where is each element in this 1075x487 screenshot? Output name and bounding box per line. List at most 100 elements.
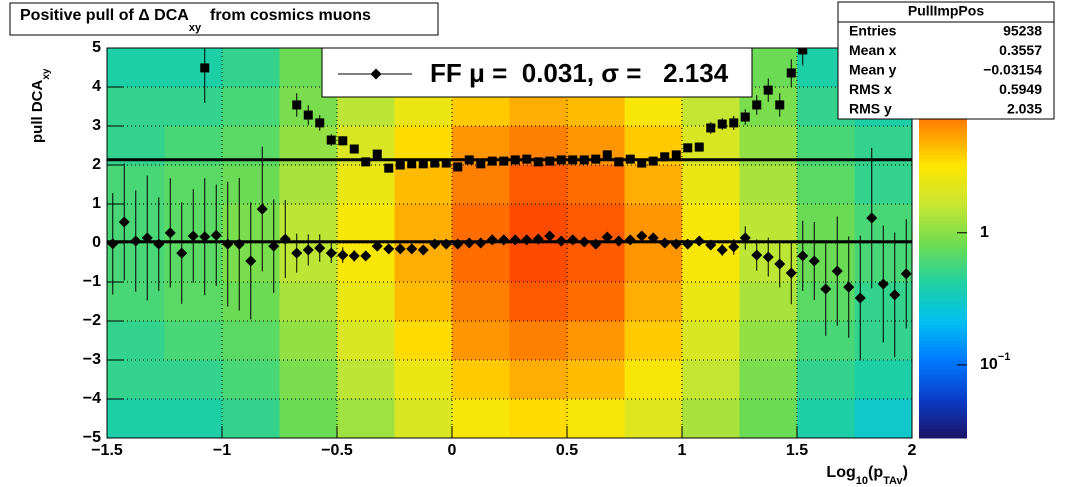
color-bar-step	[919, 148, 967, 153]
diamond-marker	[739, 232, 751, 244]
heat-cell	[682, 282, 740, 321]
square-marker	[637, 158, 647, 168]
diamond-marker	[670, 238, 682, 250]
x-axis-label: Log10(pTAv)	[826, 464, 908, 487]
square-marker	[476, 159, 486, 169]
color-bar-step	[919, 321, 967, 325]
x-tick-label: 0	[448, 442, 457, 459]
square-marker	[740, 112, 750, 122]
color-bar-step	[919, 142, 967, 146]
color-bar-step	[919, 259, 967, 263]
diamond-marker	[383, 243, 395, 255]
x-tick-label: 1	[678, 442, 687, 459]
y-tick-label: −5	[83, 429, 101, 446]
diamond-marker	[682, 238, 694, 250]
diamond-marker	[371, 240, 383, 252]
square-marker	[729, 118, 739, 128]
square-marker	[430, 158, 440, 168]
diamond-marker	[394, 243, 406, 255]
legend-box	[321, 47, 753, 98]
heat-cell	[452, 321, 510, 360]
color-bar-step	[919, 314, 967, 319]
color-bar-step	[919, 350, 967, 354]
z-tick-label: 1	[980, 224, 989, 241]
heat-cell	[222, 360, 280, 399]
diamond-marker	[337, 249, 349, 261]
color-bar-step	[919, 395, 967, 400]
heat-cell	[164, 321, 222, 360]
diamond-marker	[130, 235, 142, 247]
stats-name: RMS x	[849, 81, 892, 97]
color-bar-step	[919, 379, 967, 384]
square-marker	[763, 85, 773, 95]
square-marker	[752, 100, 762, 110]
heat-cell	[567, 165, 625, 204]
diamond-marker	[486, 234, 498, 246]
color-bar-step	[919, 191, 967, 195]
diamond-marker	[406, 243, 418, 255]
color-bar-step	[919, 184, 967, 189]
diamond-marker	[325, 247, 337, 259]
heat-cell	[624, 321, 682, 360]
square-marker	[200, 63, 210, 73]
color-bar-step	[919, 311, 967, 315]
heat-cell	[854, 360, 912, 399]
color-bar-step	[919, 178, 967, 182]
diamond-marker	[578, 236, 590, 248]
heat-cell	[682, 399, 740, 438]
heat-cell	[107, 399, 165, 438]
square-marker	[349, 144, 359, 154]
diamond-marker	[751, 249, 763, 261]
color-bar-step	[919, 285, 967, 289]
square-marker	[487, 156, 497, 166]
overlay: −1.5 −1 −0.5 0 0.5 1 1.5 2 −5 −4 −3 −2 −1 0 1 2 3 4 5 FF μ …	[9, 1, 1055, 487]
color-bar-step	[919, 230, 967, 234]
color-bar-step	[919, 327, 967, 332]
color-bar-step	[919, 181, 967, 185]
stats-value: −0.03154	[983, 62, 1042, 78]
diamond-marker	[360, 250, 372, 262]
heat-cell	[164, 399, 222, 438]
color-bar-step	[919, 236, 967, 241]
color-bar-step	[919, 347, 967, 351]
heat-cell	[682, 321, 740, 360]
stats-name: Mean x	[849, 42, 897, 58]
diamond-marker	[302, 244, 314, 256]
heat-cell	[394, 399, 452, 438]
diamond-marker	[532, 233, 544, 245]
heat-cell	[222, 48, 280, 87]
diamond-marker	[808, 255, 820, 267]
diamond-marker	[567, 234, 579, 246]
square-marker	[706, 123, 716, 133]
color-bar-step	[919, 158, 967, 163]
color-bar-step	[919, 360, 967, 364]
color-bar-step	[919, 139, 967, 143]
heat-cell	[624, 282, 682, 321]
color-bar-step	[919, 197, 967, 202]
diamond-marker	[843, 281, 855, 293]
square-marker	[533, 157, 543, 167]
heat-cell	[279, 321, 337, 360]
heat-cell	[279, 282, 337, 321]
y-label-part: pull DCA	[29, 80, 46, 143]
color-bar-step	[919, 363, 967, 367]
color-bar-step	[919, 275, 967, 280]
diamond-marker	[555, 235, 567, 247]
heat-cell	[452, 165, 510, 204]
stats-value: 95238	[1003, 23, 1042, 39]
y-tick-label: −1	[83, 273, 101, 290]
color-bar-step	[919, 226, 967, 231]
color-bar-step	[919, 278, 967, 283]
square-marker	[694, 142, 704, 152]
z-tick-base: 10	[980, 356, 998, 373]
color-bar-step	[919, 168, 967, 172]
color-bar-step	[919, 369, 967, 374]
square-marker	[545, 156, 555, 166]
heat-cell	[164, 48, 222, 87]
square-marker	[591, 154, 601, 164]
heat-cell	[222, 321, 280, 360]
heat-cell	[337, 282, 395, 321]
diamond-marker	[107, 238, 119, 250]
square-marker	[464, 155, 474, 165]
